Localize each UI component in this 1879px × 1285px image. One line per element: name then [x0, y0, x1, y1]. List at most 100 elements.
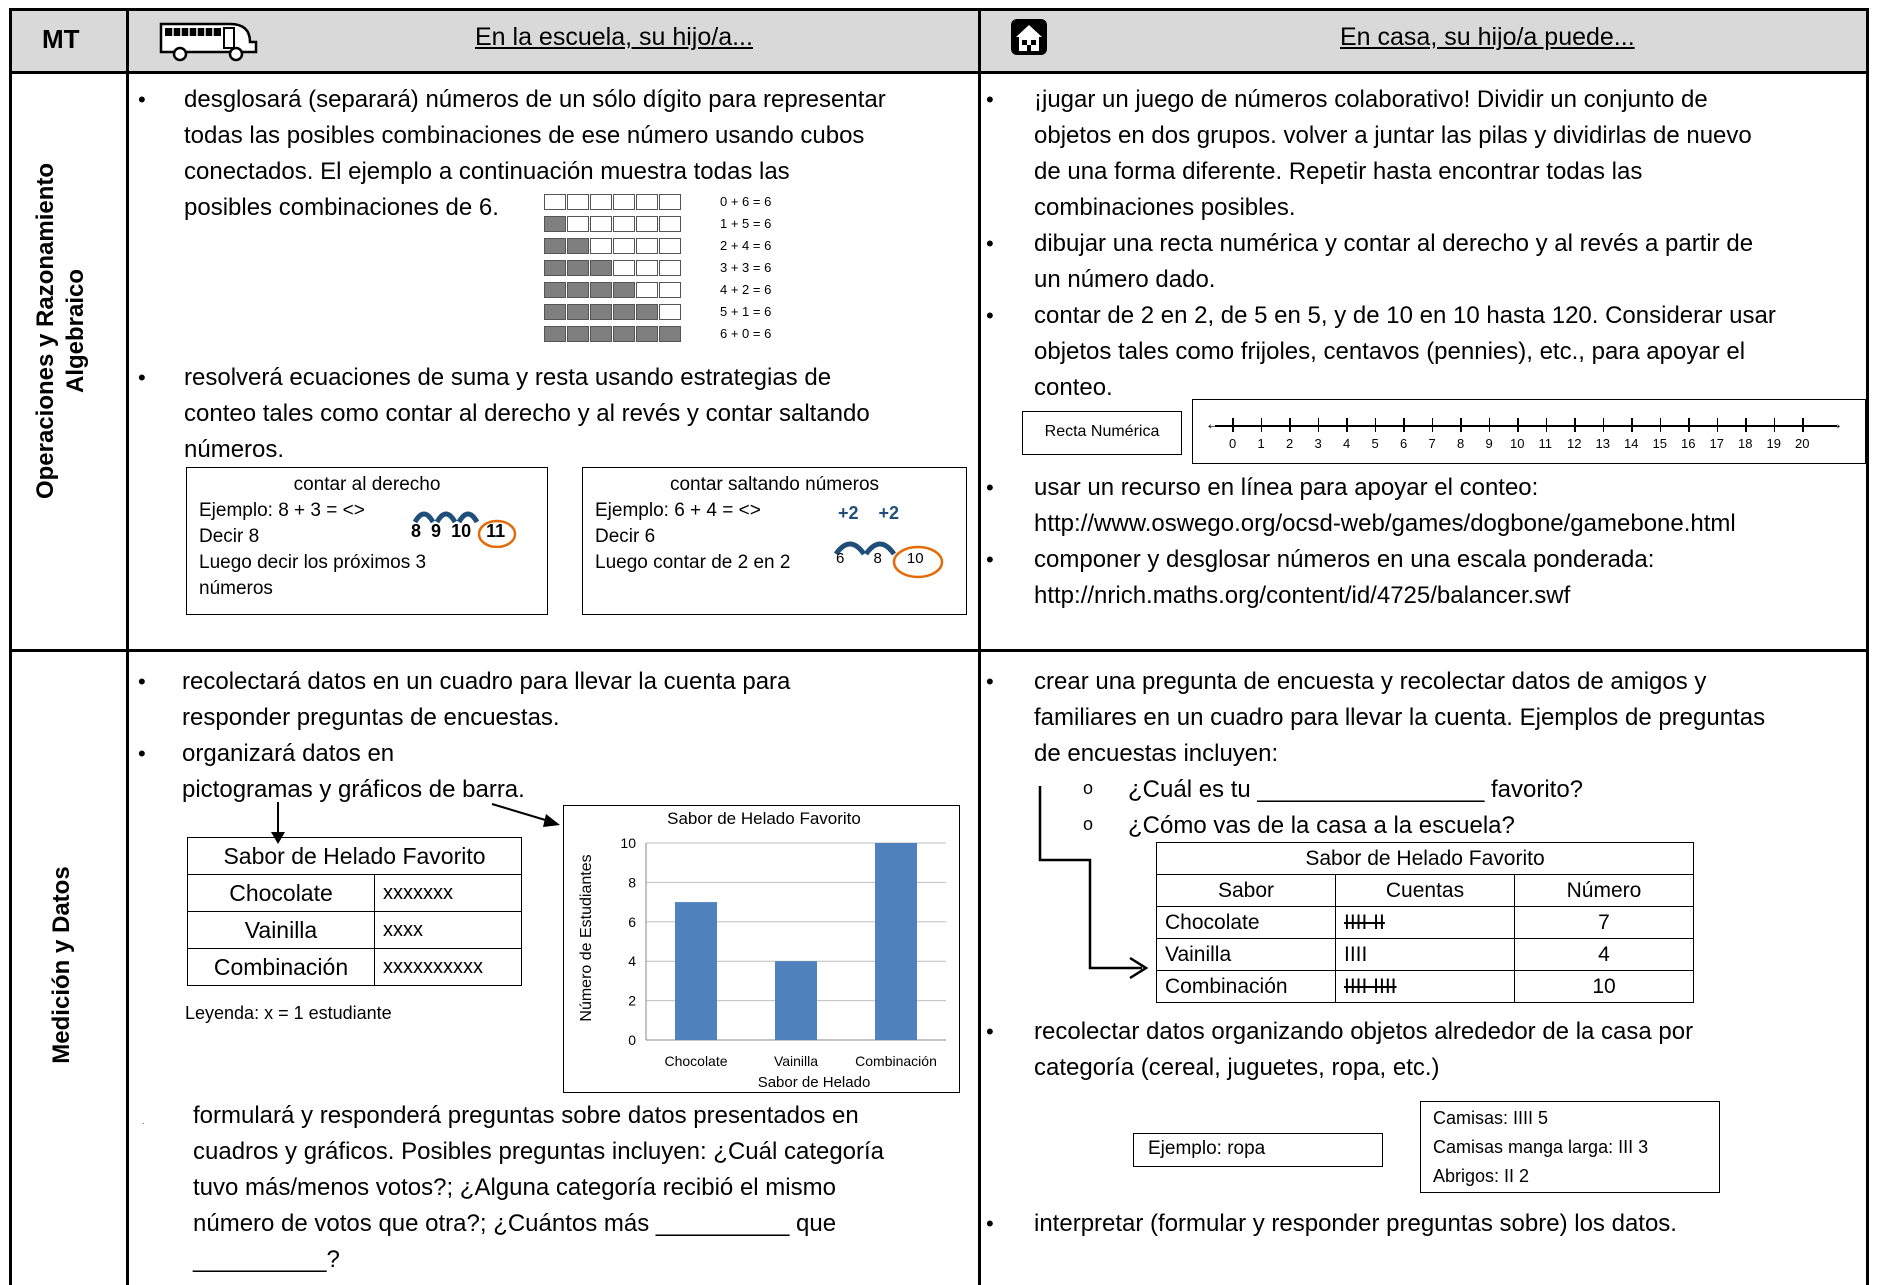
bullet: •	[986, 303, 994, 328]
home-r2-bullet3: interpretar (formular y responder pregun…	[1034, 1210, 1677, 1237]
pointer-arrows	[271, 802, 560, 844]
number-line-tick	[1289, 418, 1291, 432]
skip-numbers: 6 8 10	[836, 550, 924, 567]
tally-flavor: Chocolate	[1156, 906, 1336, 939]
number-line-label: 14	[1624, 436, 1639, 451]
home-r1-bullet4: usar un recurso en línea para apoyar el …	[1034, 474, 1736, 537]
tally-title: Sabor de Helado Favorito	[1156, 842, 1694, 875]
pictograph-legend: Leyenda: x = 1 estudiante	[185, 1003, 392, 1023]
number-line-label: 18	[1738, 436, 1753, 451]
number-line-label: 19	[1766, 436, 1781, 451]
bar-chart: Sabor de Helado Favorito Número de Estud…	[578, 809, 946, 1091]
number-line-label: 3	[1314, 436, 1322, 451]
number-line-label: 11	[1538, 436, 1553, 451]
equation: 2 + 4 = 6	[720, 238, 772, 253]
number-line-label: 8	[1457, 436, 1465, 451]
sub-bullet-circle: o	[1083, 778, 1094, 798]
chart-xlabel: Sabor de Helado	[758, 1074, 871, 1091]
number-line-tick	[1346, 418, 1348, 432]
pictograph-marks: xxxxxxxxxx	[374, 948, 522, 986]
chart-ytick-label: 0	[628, 1032, 636, 1048]
number-line-label: 15	[1652, 436, 1667, 451]
home-r2-bullet2: recolectar datos organizando objetos alr…	[1034, 1018, 1694, 1081]
equation: 1 + 5 = 6	[720, 216, 772, 231]
number-line-tick	[1403, 418, 1405, 432]
clothes-tally-box: Camisas: IIII 5 Camisas manga larga: III…	[1420, 1101, 1720, 1193]
number-line-label: 13	[1595, 436, 1610, 451]
tally-header: Cuentas	[1335, 874, 1515, 907]
pictograph-table: Sabor de Helado Favorito Chocolate xxxxxx…	[187, 837, 522, 986]
chart-ytick-label: 10	[620, 835, 636, 851]
example-clothes-box: Ejemplo: ropa	[1133, 1133, 1383, 1167]
number-line: ← → 0 1 2 3 4 5 6 7 8 9 10 11 12 13 14 15 16 17 18 19 20	[1205, 416, 1843, 451]
tally-number: 4	[1514, 938, 1694, 971]
number-line-tick	[1488, 418, 1490, 432]
row2-label-text: Medición y Datos	[48, 866, 75, 1064]
chart-ylabel: Número de Estudiantes	[578, 854, 595, 1021]
equation: 3 + 3 = 6	[720, 260, 772, 275]
bullet: •	[986, 669, 994, 694]
chart-category-label: Chocolate	[664, 1053, 727, 1069]
chart-ytick-label: 8	[628, 874, 636, 890]
number-line-label: 17	[1709, 436, 1724, 451]
home-r1-bullet2: dibujar una recta numérica y contar al d…	[1034, 230, 1754, 293]
number-line-tick	[1773, 418, 1775, 432]
chart-title: Sabor de Helado Favorito	[667, 809, 861, 828]
number-line-tick	[1431, 418, 1433, 432]
tally-marks: IIII II	[1335, 906, 1515, 939]
school-r1-bullet2: resolverá ecuaciones de suma y resta usa…	[184, 364, 870, 463]
mt-header: MT	[42, 24, 80, 54]
border-col2	[978, 8, 981, 1285]
bullet: •	[986, 87, 994, 112]
border-top	[10, 8, 1868, 11]
tally-number: 10	[1514, 970, 1694, 1003]
equation: 6 + 0 = 6	[720, 326, 772, 341]
number-line-label: 12	[1567, 436, 1582, 451]
tally-flavor: Combinación	[1156, 970, 1336, 1003]
header-background	[10, 10, 1868, 72]
bullet: •	[986, 547, 994, 572]
skip-count-example-box: contar saltando números Ejemplo: 6 + 4 =…	[582, 467, 967, 615]
row2-label: Medición y Datos	[47, 815, 77, 1115]
pictograph-flavor: Combinación	[187, 948, 375, 986]
number-line-label: 16	[1681, 436, 1696, 451]
chart-category-label: Vainilla	[774, 1053, 818, 1069]
tally-number: 7	[1514, 906, 1694, 939]
school-bus-icon	[159, 22, 258, 62]
bullet: •	[138, 669, 146, 694]
chart-ytick-label: 2	[628, 993, 636, 1009]
home-r1-bullet5: componer y desglosar números en una esca…	[1034, 546, 1655, 609]
number-line-label: 7	[1428, 436, 1436, 451]
border-row-divider	[10, 649, 1868, 652]
number-line-tick	[1631, 418, 1633, 432]
chart-ytick-label: 6	[628, 914, 636, 930]
skip-arcs-icon	[833, 541, 944, 579]
border-header-bottom	[10, 71, 1868, 74]
border-col1	[126, 8, 129, 1285]
row1-label: Operaciones y Razonamiento Algebraico	[31, 141, 93, 521]
chart-ytick-label: 4	[628, 953, 636, 969]
bullet: •	[986, 231, 994, 256]
number-line-label: 9	[1485, 436, 1493, 451]
sub-bullet-circle: o	[1083, 814, 1094, 834]
pictograph-flavor: Vainilla	[187, 911, 375, 949]
number-line-tick	[1659, 418, 1661, 432]
number-line-label: 10	[1510, 436, 1525, 451]
number-line-tick	[1460, 418, 1462, 432]
survey-question-2: ¿Cómo vas de la casa a la escuela?	[1128, 812, 1515, 839]
number-line-label-box: Recta Numérica	[1022, 411, 1182, 455]
number-line-box	[1192, 399, 1866, 464]
tally-marks: IIII IIII	[1335, 970, 1515, 1003]
bullet: •	[986, 1211, 994, 1236]
number-line-tick	[1545, 418, 1547, 432]
number-line-tick	[1602, 418, 1604, 432]
bullet-faint: .	[142, 1116, 145, 1127]
home-r1-bullet1: ¡jugar un juego de números colaborativo!…	[1034, 86, 1752, 221]
tally-table: Sabor de Helado Favorito Sabor Cuentas N…	[1156, 842, 1694, 1003]
tally-flavor: Vainilla	[1156, 938, 1336, 971]
skip-plus-labels: +2 +2	[838, 503, 900, 523]
row1-label-line2: Algebraico	[62, 268, 89, 394]
number-line-label: 5	[1371, 436, 1379, 451]
border-left	[9, 8, 12, 1285]
number-line-tick	[1317, 418, 1319, 432]
